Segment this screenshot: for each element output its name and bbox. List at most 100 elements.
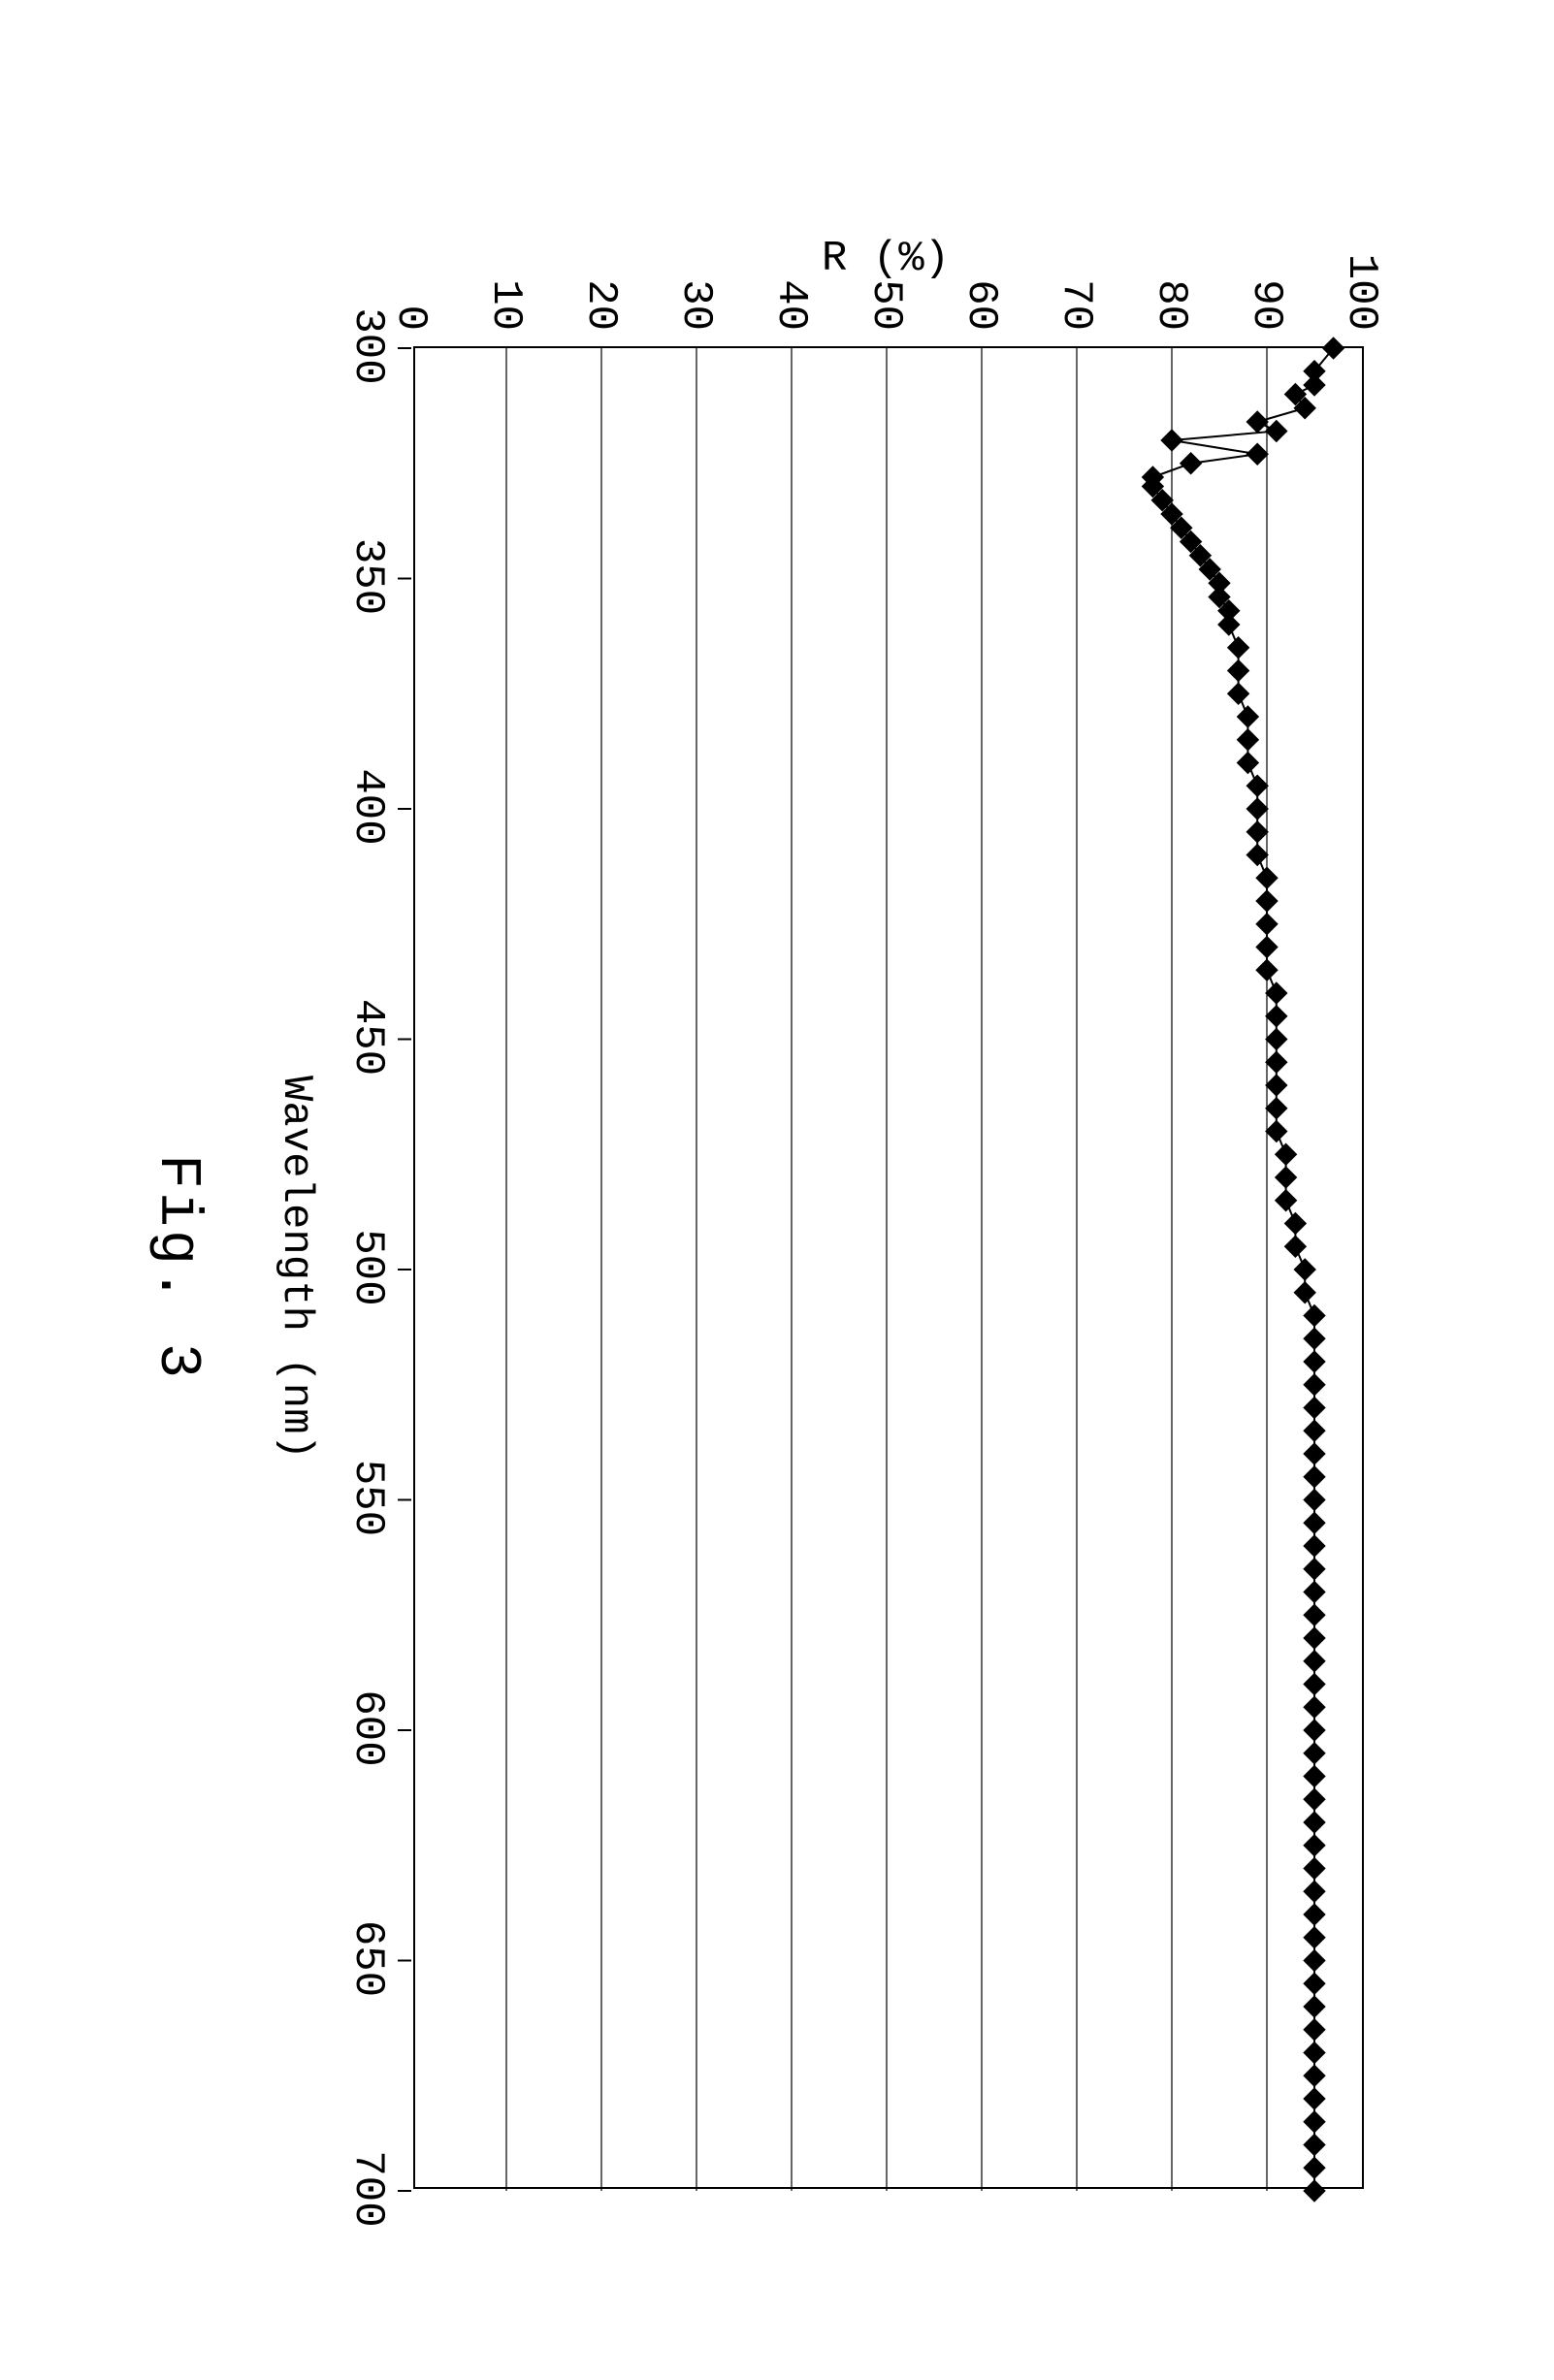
series-marker-diamond — [1304, 1743, 1325, 1764]
series-marker-diamond — [1304, 2042, 1325, 2064]
series-marker-diamond — [1304, 1996, 1325, 2017]
series-marker-diamond — [1294, 1282, 1315, 1303]
series-marker-diamond — [1304, 1328, 1325, 1349]
series-marker-diamond — [1237, 753, 1258, 774]
series-marker-diamond — [1294, 1259, 1315, 1280]
series-marker-diamond — [1304, 2065, 1325, 2086]
series-marker-diamond — [1266, 1029, 1287, 1050]
series-marker-diamond — [1304, 1720, 1325, 1741]
series-marker-diamond — [1304, 1696, 1325, 1718]
series-marker-diamond — [1256, 959, 1278, 981]
series-marker-diamond — [1304, 1582, 1325, 1603]
series-marker-diamond — [1304, 2111, 1325, 2133]
series-marker-diamond — [1246, 798, 1268, 820]
series-marker-diamond — [1304, 1904, 1325, 1925]
y-tick-label: 70 — [1052, 279, 1100, 331]
series-marker-diamond — [1304, 1812, 1325, 1833]
series-marker-diamond — [1246, 845, 1268, 866]
page: R (%) Wavelength (nm) Fig. 3 0 10 20 30 40 50… — [0, 0, 1554, 2380]
series-marker-diamond — [1304, 1835, 1325, 1856]
series-marker-diamond — [1304, 2180, 1325, 2202]
series-marker-diamond — [1218, 614, 1240, 635]
y-tick-label: 10 — [481, 279, 530, 331]
series-marker-diamond — [1256, 867, 1278, 888]
series-marker-diamond — [1256, 914, 1278, 935]
x-tick-label: 350 — [343, 524, 392, 630]
y-tick-label: 40 — [766, 279, 815, 331]
x-tick-label: 700 — [343, 2136, 392, 2242]
series-marker-diamond — [1228, 637, 1249, 659]
series-marker-diamond — [1304, 1398, 1325, 1419]
series-marker-diamond — [1323, 338, 1344, 359]
series-marker-diamond — [1228, 660, 1249, 682]
y-tick-label: 0 — [386, 306, 435, 331]
series-marker-diamond — [1304, 1881, 1325, 1902]
figure-caption: Fig. 3 — [144, 1122, 210, 1413]
series-marker-diamond — [1304, 2019, 1325, 2041]
series-marker-diamond — [1304, 1627, 1325, 1649]
y-tick-label: 100 — [1337, 254, 1385, 331]
x-tick-label: 450 — [343, 984, 392, 1091]
series-marker-diamond — [1276, 1190, 1297, 1211]
series-marker-diamond — [1237, 706, 1258, 727]
series-marker-diamond — [1246, 775, 1268, 796]
series-marker-diamond — [1304, 1443, 1325, 1464]
series-marker-diamond — [1246, 411, 1268, 433]
series-marker-diamond — [1266, 1098, 1287, 1119]
plot-svg — [411, 348, 1362, 2191]
series-marker-diamond — [1276, 1167, 1297, 1188]
series-marker-diamond — [1304, 1351, 1325, 1372]
series-marker-diamond — [1304, 374, 1325, 396]
plot-area — [413, 346, 1364, 2189]
x-tick-label: 300 — [343, 293, 392, 400]
series-marker-diamond — [1256, 890, 1278, 912]
series-marker-diamond — [1304, 2157, 1325, 2178]
series-marker-diamond — [1276, 1143, 1297, 1165]
series-marker-diamond — [1266, 1051, 1287, 1073]
series-marker-diamond — [1304, 2135, 1325, 2156]
series-marker-diamond — [1304, 1950, 1325, 1972]
series-marker-diamond — [1266, 421, 1287, 442]
series-marker-diamond — [1246, 821, 1268, 843]
series-marker-diamond — [1228, 683, 1249, 704]
series-marker-diamond — [1304, 1674, 1325, 1695]
x-tick-label: 500 — [343, 1214, 392, 1321]
x-tick-label: 550 — [343, 1445, 392, 1552]
series-marker-diamond — [1284, 1236, 1306, 1257]
series-marker-diamond — [1256, 937, 1278, 958]
series-marker-diamond — [1304, 1466, 1325, 1488]
series-marker-diamond — [1304, 1535, 1325, 1557]
series-marker-diamond — [1304, 1766, 1325, 1787]
series-marker-diamond — [1237, 729, 1258, 751]
series-marker-diamond — [1304, 1788, 1325, 1810]
series-marker-diamond — [1304, 1927, 1325, 1948]
series-marker-diamond — [1304, 1374, 1325, 1396]
chart-landscape: R (%) Wavelength (nm) Fig. 3 0 10 20 30 40 50… — [74, 75, 1480, 2305]
series-marker-diamond — [1246, 443, 1268, 465]
series-marker-diamond — [1304, 1973, 1325, 1994]
series-marker-diamond — [1266, 982, 1287, 1004]
series-marker-diamond — [1161, 430, 1182, 451]
y-tick-label: 30 — [671, 279, 720, 331]
y-tick-label: 60 — [956, 279, 1005, 331]
series-marker-diamond — [1304, 1420, 1325, 1441]
x-axis-label: Wavelength (nm) — [272, 1025, 320, 1510]
series-marker-diamond — [1304, 1512, 1325, 1533]
y-axis-label: R (%) — [789, 235, 983, 283]
x-tick-label: 650 — [343, 1906, 392, 2012]
y-tick-label: 80 — [1147, 279, 1195, 331]
series-marker-diamond — [1266, 1075, 1287, 1096]
y-tick-label: 90 — [1242, 279, 1290, 331]
series-marker-diamond — [1181, 453, 1202, 474]
series-marker-diamond — [1304, 1490, 1325, 1511]
series-marker-diamond — [1304, 1559, 1325, 1580]
x-tick-label: 400 — [343, 754, 392, 860]
series-marker-diamond — [1304, 1858, 1325, 1880]
series-marker-diamond — [1284, 1213, 1306, 1235]
x-tick-label: 600 — [343, 1675, 392, 1782]
rotated-chart-wrapper: R (%) Wavelength (nm) Fig. 3 0 10 20 30 40 50… — [74, 75, 1480, 2305]
series-marker-diamond — [1304, 1651, 1325, 1672]
y-tick-label: 20 — [576, 279, 625, 331]
series-marker-diamond — [1304, 2088, 1325, 2109]
series-marker-diamond — [1266, 1121, 1287, 1142]
